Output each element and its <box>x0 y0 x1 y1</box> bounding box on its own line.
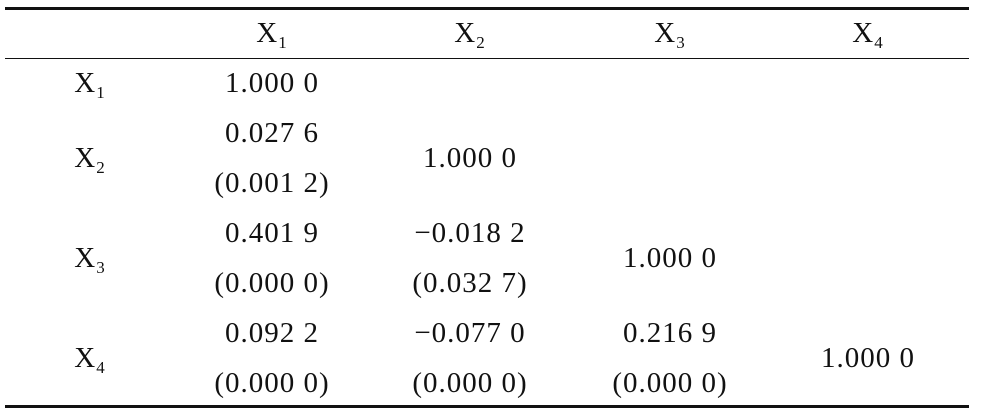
label-subscript: 2 <box>96 158 106 177</box>
bottom-rule <box>5 405 969 408</box>
coefficient: 1.000 0 <box>225 67 319 99</box>
coefficient: 1.000 0 <box>821 342 915 374</box>
row-header: X2 <box>0 108 185 208</box>
p-value: (0.001 2) <box>214 167 330 199</box>
label-subscript: 3 <box>676 33 686 52</box>
coefficient: 0.092 2 <box>225 317 319 349</box>
label-base: X <box>256 17 279 49</box>
coefficient: 1.000 0 <box>423 142 517 174</box>
header-rule <box>5 58 969 59</box>
p-value: (0.000 0) <box>612 367 728 399</box>
label-subscript: 3 <box>96 258 106 277</box>
p-value: (0.000 0) <box>214 367 330 399</box>
label-base: X <box>654 17 677 49</box>
coefficient: 1.000 0 <box>623 242 717 274</box>
label-base: X <box>852 17 875 49</box>
p-value: (0.000 0) <box>412 367 528 399</box>
coefficient: −0.018 2 <box>414 217 526 249</box>
label-subscript: 4 <box>874 33 884 52</box>
label-base: X <box>74 342 97 374</box>
coefficient: 0.216 9 <box>623 317 717 349</box>
row-header: X4 <box>0 308 185 408</box>
label-base: X <box>74 67 97 99</box>
label-subscript: 1 <box>278 33 288 52</box>
coefficient: 0.401 9 <box>225 217 319 249</box>
p-value: (0.032 7) <box>412 267 528 299</box>
coefficient: −0.077 0 <box>414 317 526 349</box>
top-rule <box>5 7 969 10</box>
column-header: X4 <box>773 8 963 58</box>
column-header: X2 <box>375 8 565 58</box>
label-subscript: 2 <box>476 33 486 52</box>
row-header: X1 <box>0 58 185 108</box>
label-base: X <box>74 242 97 274</box>
column-header: X3 <box>575 8 765 58</box>
row-header: X3 <box>0 208 185 308</box>
label-base: X <box>74 142 97 174</box>
coefficient: 0.027 6 <box>225 117 319 149</box>
p-value: (0.000 0) <box>214 267 330 299</box>
label-subscript: 4 <box>96 358 106 377</box>
label-subscript: 1 <box>96 83 106 102</box>
column-header: X1 <box>177 8 367 58</box>
label-base: X <box>454 17 477 49</box>
